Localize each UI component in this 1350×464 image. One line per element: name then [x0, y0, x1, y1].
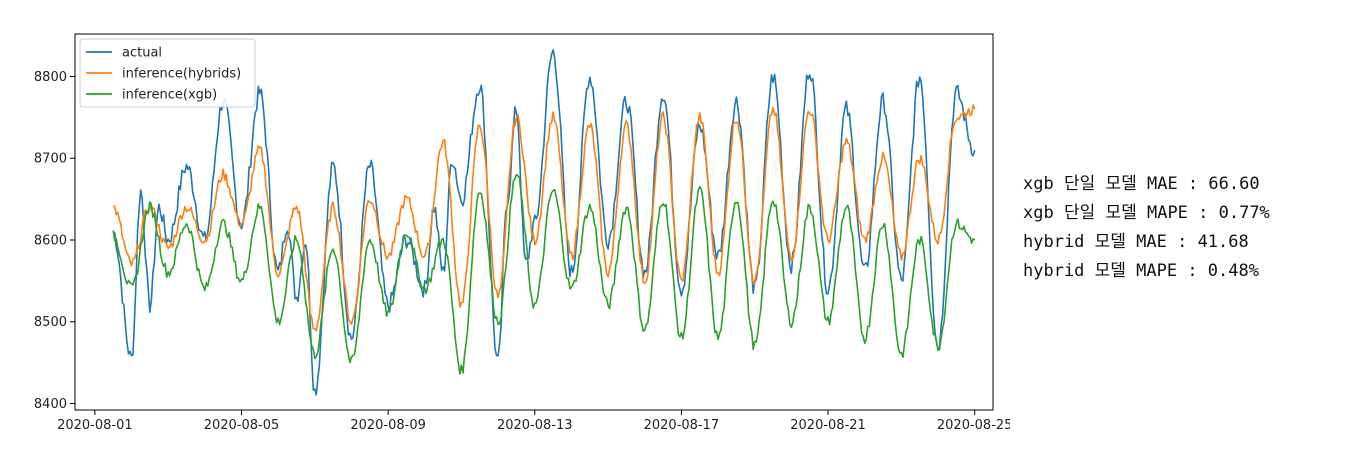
metric-xgb-mae: xgb 단일 모델 MAE : 66.60 — [1023, 174, 1260, 194]
y-tick-label: 8800 — [34, 70, 67, 85]
legend-box — [79, 38, 256, 108]
series-line-1 — [112, 104, 976, 332]
x-tick-label: 2020-08-25 — [937, 418, 1010, 433]
metric-hybrid-mape: hybrid 모델 MAPE : 0.48% — [1023, 261, 1259, 281]
series-line-0 — [112, 49, 976, 396]
legend: actual inference(hybrids) inference(xgb) — [79, 38, 256, 108]
x-axis: 2020-08-01 2020-08-05 2020-08-09 2020-08-13… — [57, 410, 1010, 433]
legend-label: inference(hybrids) — [122, 67, 241, 82]
x-tick-label: 2020-08-17 — [644, 418, 720, 433]
series-line-2 — [112, 173, 976, 375]
y-tick-label: 8500 — [34, 315, 67, 330]
x-tick-label: 2020-08-21 — [790, 418, 866, 433]
x-tick-label: 2020-08-13 — [497, 418, 573, 433]
y-tick-label: 8400 — [34, 397, 67, 412]
metrics-panel: xgb 단일 모델 MAE : 66.60 xgb 단일 모델 MAPE : 0.… — [1023, 170, 1270, 286]
x-tick-label: 2020-08-05 — [204, 418, 280, 433]
legend-label: actual — [122, 46, 162, 61]
metric-xgb-mape: xgb 단일 모델 MAPE : 0.77% — [1023, 203, 1270, 223]
x-tick-label: 2020-08-09 — [350, 418, 426, 433]
y-tick-label: 8700 — [34, 152, 67, 167]
legend-label: inference(xgb) — [122, 88, 217, 103]
x-tick-label: 2020-08-01 — [57, 418, 133, 433]
metric-hybrid-mae: hybrid 모델 MAE : 41.68 — [1023, 232, 1249, 252]
series-layer — [112, 49, 976, 396]
y-tick-label: 8600 — [34, 233, 67, 248]
plot-frame — [74, 33, 994, 411]
y-axis: 8400 8500 8600 8700 8800 — [34, 70, 75, 412]
